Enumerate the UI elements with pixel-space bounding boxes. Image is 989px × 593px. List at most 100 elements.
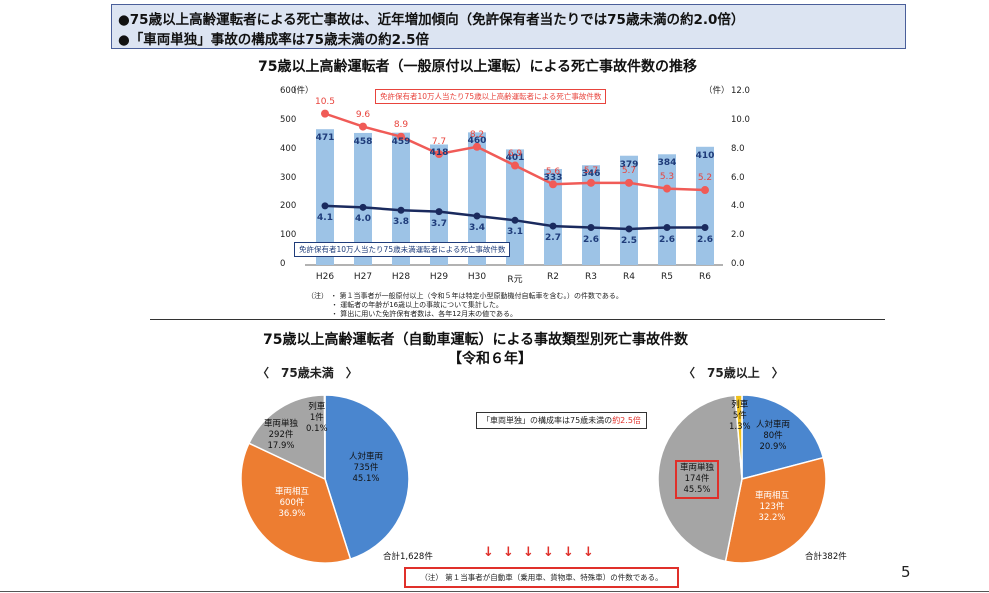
bar: [544, 168, 562, 265]
pie-right-heading: 〈 75歳以上 〉: [683, 366, 784, 380]
x-axis-label: R2: [547, 272, 559, 282]
pie-left-slice: [324, 394, 410, 560]
navy-point: [549, 222, 557, 230]
red-point: [625, 178, 633, 187]
navy-point: [587, 224, 595, 232]
x-axis-label: H28: [391, 272, 411, 282]
navy-point: [321, 202, 329, 210]
bar-value-label: 346: [581, 169, 601, 180]
red-point: [511, 161, 519, 170]
red-value-label: 9.6: [355, 109, 371, 120]
bar-value-label: 471: [315, 133, 335, 144]
x-axis-label: R4: [623, 272, 635, 282]
pie-right-total: 合計382件: [805, 552, 847, 562]
left-axis-tick: 300: [280, 172, 297, 183]
left-axis-tick: 400: [280, 143, 297, 154]
right-axis-tick: 8.0: [731, 143, 745, 154]
bar: [658, 154, 676, 265]
bar: [430, 144, 448, 265]
red-point: [473, 142, 481, 151]
bar-value-label: 379: [619, 159, 639, 170]
pie-right-slice: [657, 394, 743, 563]
bar: [506, 149, 524, 265]
red-point: [435, 149, 443, 158]
red-point: [359, 122, 367, 131]
red-value-label: 6.9: [507, 148, 523, 159]
left-axis-tick: 200: [280, 201, 297, 212]
left-axis-tick: 500: [280, 114, 297, 125]
navy-point: [359, 203, 367, 211]
x-axis-label: R3: [585, 272, 597, 282]
pie-left-total: 合計1,628件: [383, 552, 433, 562]
navy-point: [397, 206, 405, 214]
red-point: [397, 132, 405, 141]
navy-point: [511, 216, 519, 224]
pie-right-label-pedestrian: 人対車両 80件 20.9%: [756, 420, 791, 452]
navy-point: [473, 212, 481, 220]
pie-right-label-vehicles: 車両相互 123件 32.2%: [755, 491, 790, 523]
pie-left-slice: [240, 442, 352, 564]
left-axis-tick: 100: [280, 230, 297, 241]
navy-value-label: 3.1: [507, 227, 523, 238]
red-value-label: 8.9: [393, 119, 409, 130]
x-axis-label: R6: [699, 272, 711, 282]
bar-value-label: 410: [695, 150, 715, 161]
red-point: [549, 180, 557, 189]
bar: [354, 132, 372, 265]
chart1-note-3: ・ 算出に用いた免許保有者数は、各年12月末の値である。: [331, 310, 518, 318]
red-value-label: 5.6: [545, 167, 561, 178]
summary-line-2: ●「車両単独」事故の構成率は75歳未満の約2.5倍: [118, 32, 429, 48]
chart1-note-2: ・ 運転者の年齢が16歳以上の事故について集計した。: [331, 301, 503, 309]
x-axis-label: R5: [661, 272, 673, 282]
down-arrow-icon: ↓: [563, 545, 574, 560]
navy-value-label: 3.4: [469, 222, 485, 233]
chart2-subtitle: 【令和６年】: [448, 351, 532, 367]
bar: [316, 129, 334, 265]
down-arrow-icon: ↓: [543, 545, 554, 560]
navy-point: [701, 224, 709, 232]
red-value-label: 5.2: [697, 173, 713, 184]
bar: [696, 146, 714, 265]
navy-point: [435, 208, 443, 216]
bar-value-label: 418: [429, 148, 449, 159]
red-value-label: 10.5: [314, 96, 336, 107]
pie-left-label-train: 列車 1件 0.1%: [306, 402, 328, 434]
red-point: [663, 184, 671, 193]
chart1-title: 75歳以上高齢運転者（一般原付以上運転）による死亡事故件数の推移: [258, 59, 698, 75]
down-arrow-icon: ↓: [503, 545, 514, 560]
down-arrow-icon: ↓: [583, 545, 594, 560]
chart2-note: （注） 第１当事者が自動車（乗用車、貨物車、特殊車）の件数である。: [404, 567, 679, 588]
pie-right-slice: [734, 394, 743, 480]
pie-right-slice: [724, 456, 827, 564]
red-point: [587, 178, 595, 187]
bottom-rule: [0, 591, 989, 592]
bar-value-label: 333: [543, 172, 563, 183]
pie-left-label-vehicles: 車両相互 600件 36.9%: [275, 487, 310, 519]
navy-point: [625, 225, 633, 233]
left-axis-tick: 0: [280, 259, 286, 269]
bar-value-label: 460: [467, 136, 487, 147]
pie-right-label-train: 列車 5件 1.3%: [729, 400, 751, 432]
x-axis-label: H30: [467, 272, 487, 282]
right-axis-tick: 6.0: [731, 172, 745, 183]
bar-value-label: 384: [657, 158, 677, 169]
red-value-label: 7.7: [431, 136, 447, 147]
red-value-label: 5.3: [659, 171, 675, 182]
callout-box: 「車両単独」の構成率は75歳未満の約2.5倍: [476, 412, 647, 429]
navy-point: [663, 224, 671, 232]
section-divider: [150, 319, 885, 320]
pie-left-label-single: 車両単独 292件 17.9%: [264, 419, 299, 451]
pie-left-heading: 〈 75歳未満 〉: [257, 366, 358, 380]
x-axis-label: H26: [315, 272, 335, 282]
red-point: [701, 186, 709, 195]
chart2-title: 75歳以上高齢運転者（自動車運転）による事故類型別死亡事故件数: [263, 332, 689, 348]
pie-right-label-single: 車両単独 174件 45.5%: [675, 460, 720, 499]
red-value-label: 5.7: [621, 165, 637, 176]
bar-value-label: 458: [353, 136, 373, 147]
legend-navy: 免許保有者10万人当たり75歳未満運転者による死亡事故件数: [294, 242, 511, 257]
navy-value-label: 2.6: [697, 234, 713, 245]
callout-text: 「車両単独」の構成率は75歳未満の: [482, 416, 613, 425]
right-axis-tick: 4.0: [731, 201, 745, 212]
navy-value-label: 4.1: [317, 212, 333, 223]
